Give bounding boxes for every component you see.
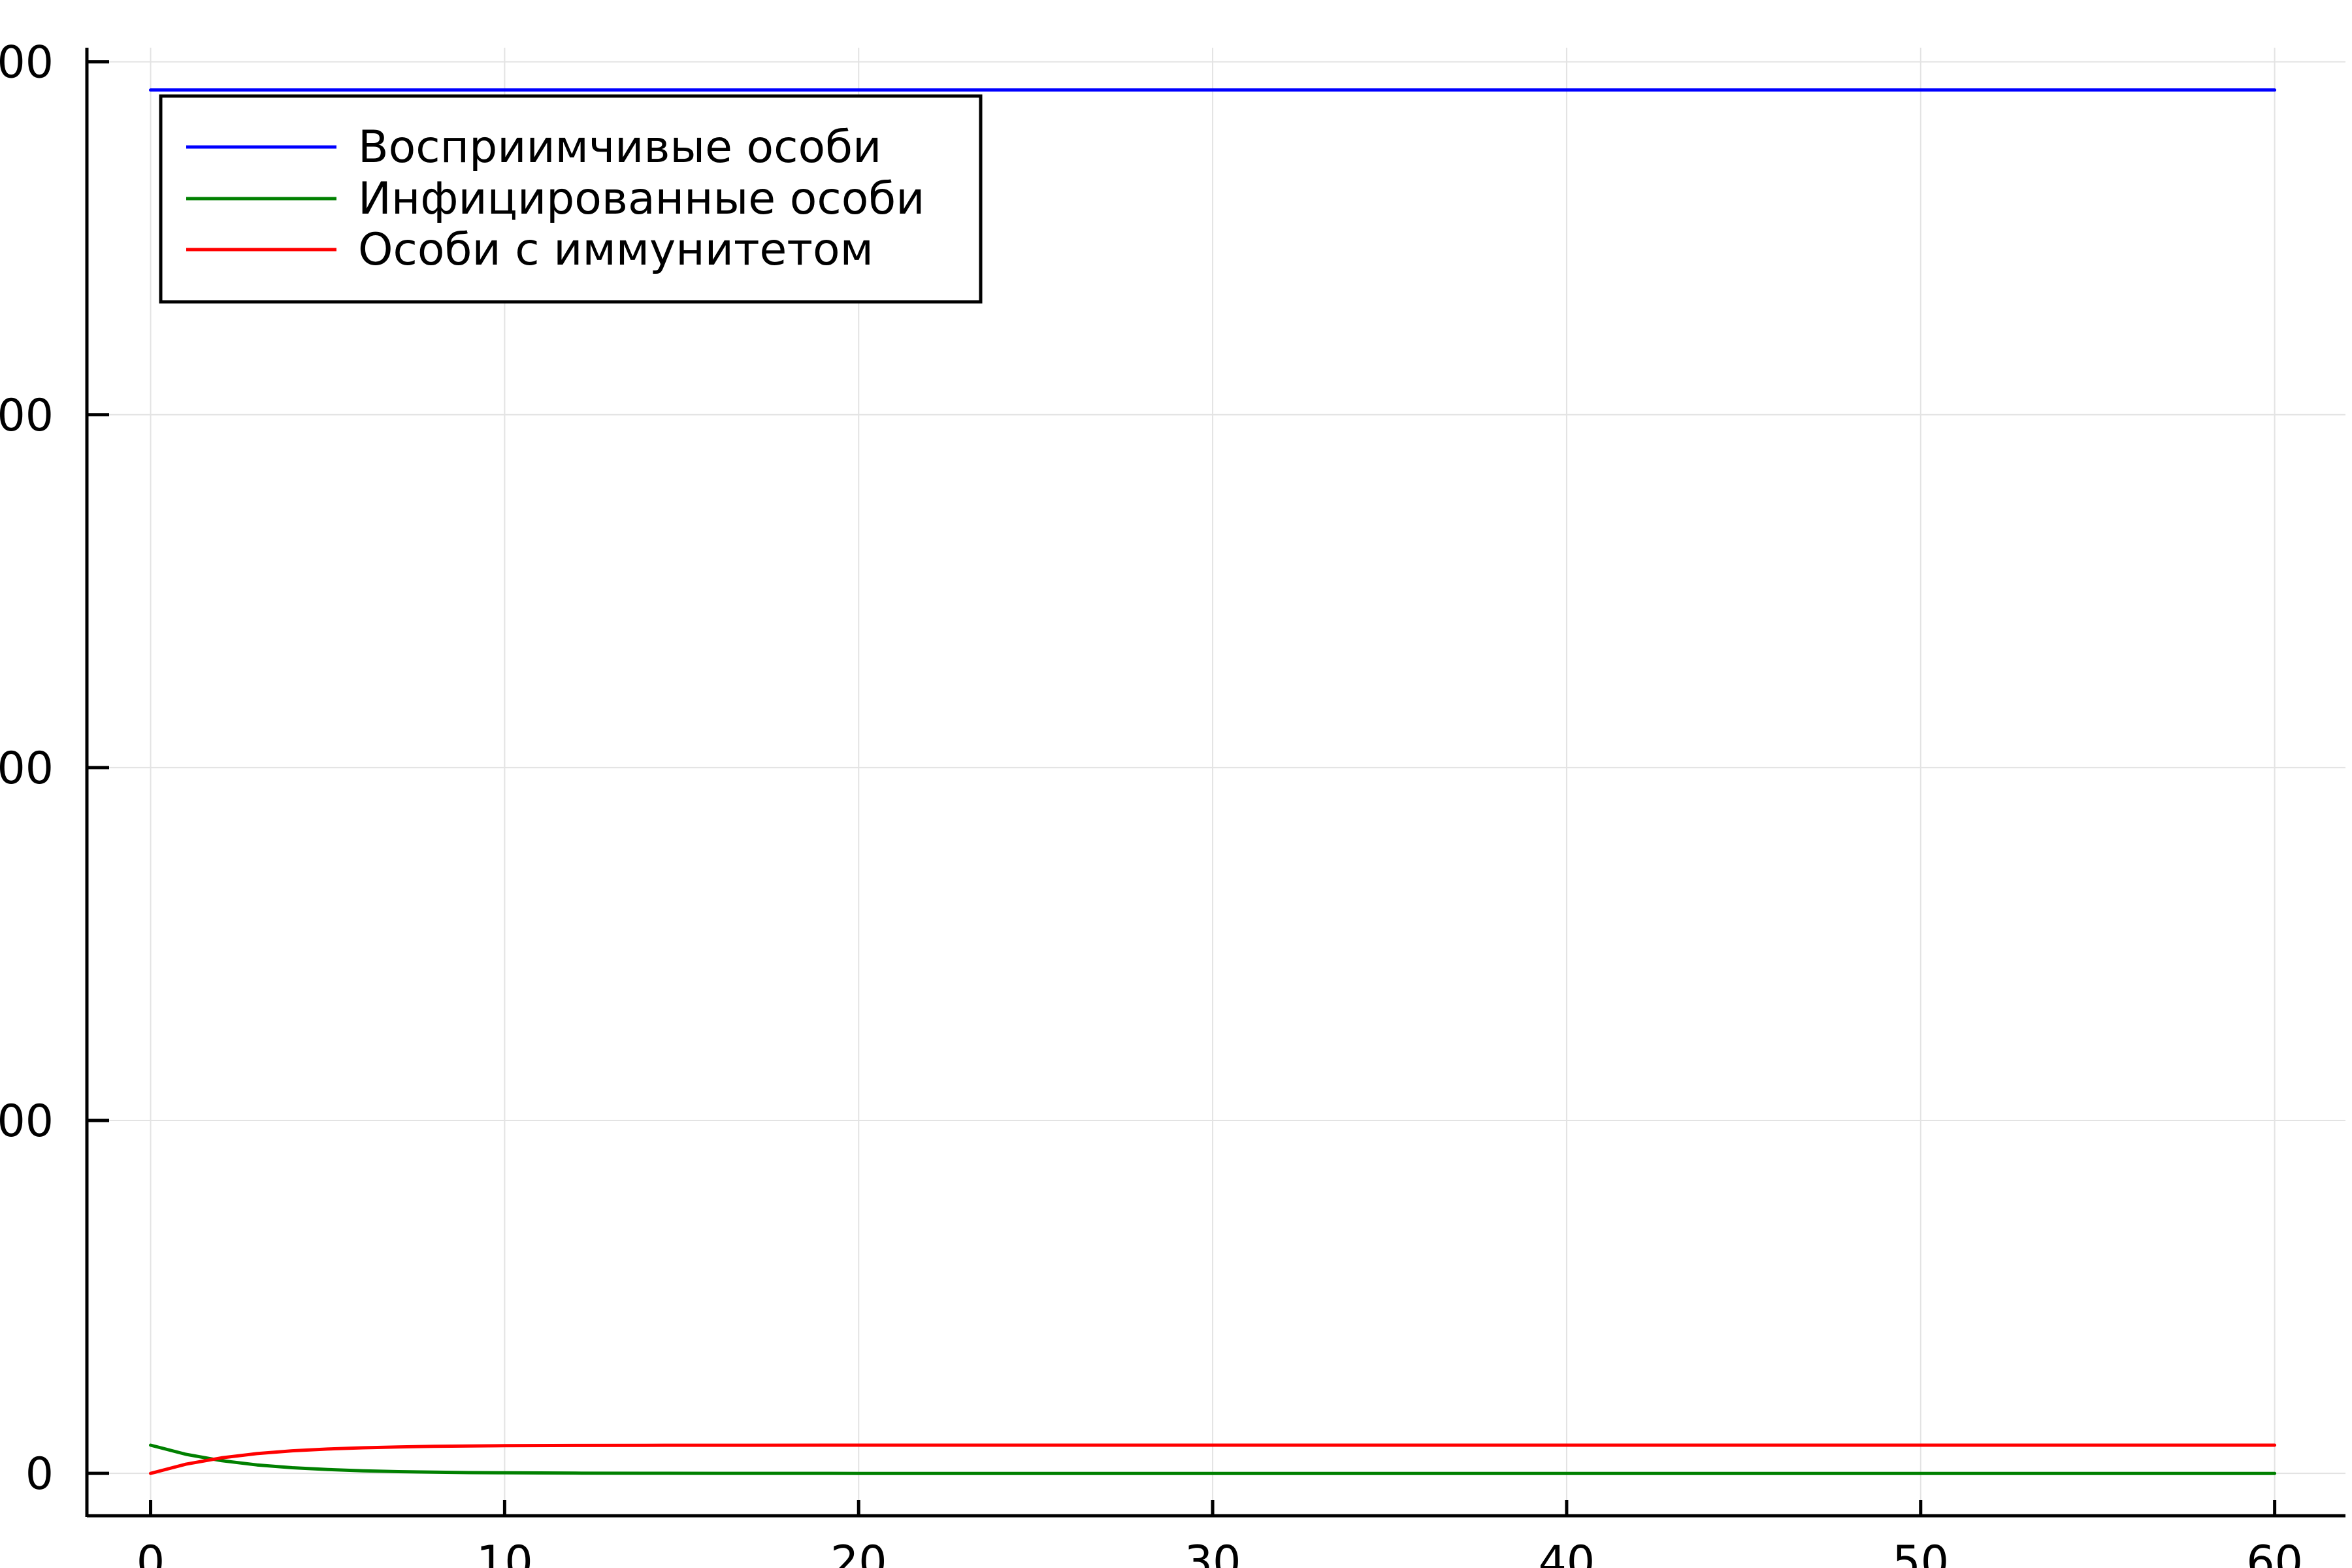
axes [85,48,2345,1518]
x-tick-label: 30 [1184,1537,1241,1568]
x-tick-label: 40 [1539,1537,1595,1568]
x-tick-label: 20 [830,1537,887,1568]
series-line-recovered [149,1443,2277,1475]
x-tick-label: 0 [137,1537,165,1568]
series-layer [149,88,2277,1475]
legend: Восприимчивые особи Инфицированные особи… [159,94,983,304]
legend-label-susceptible: Восприимчивые особи [358,122,881,173]
legend-label-infected: Инфицированные особи [358,173,924,225]
y-tick-label: 0 [25,1448,54,1500]
y-tick-label: 00 [0,390,54,442]
y-tick-label: 00 [0,743,54,794]
legend-label-recovered: Особи с иммунитетом [358,224,874,276]
x-tick-label: 10 [476,1537,533,1568]
series-line-infected [149,1443,2277,1475]
y-tick-label: 00 [0,1096,54,1147]
y-tick-label: 00 [0,37,54,89]
x-tick-label: 50 [1893,1537,1950,1568]
x-tick-label: 60 [2246,1537,2303,1568]
